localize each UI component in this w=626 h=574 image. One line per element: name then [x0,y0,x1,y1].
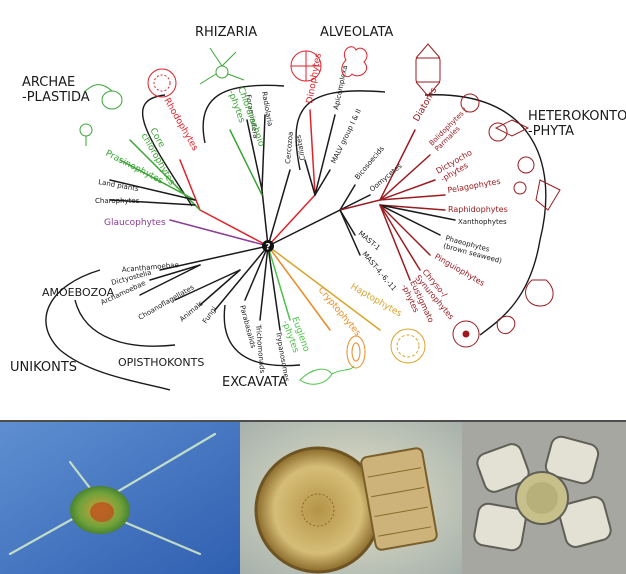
branch-archamoebae [139,264,201,296]
label-rhizaria: RHIZARIA [195,25,257,40]
label-dictyochophytes: Dictyocho-phytes [435,148,479,184]
dictyochophyte-photo-icon [0,422,240,574]
branch-euglenophytes [267,245,291,321]
opisthokonts-bracket [74,299,176,347]
branch-radiolaria [261,114,266,191]
label-apicomplexa: Apicomplexa [332,65,349,111]
branch-cercozoa [267,169,291,247]
micrograph-coccolithophore [462,422,626,574]
branch-mast-4 [339,209,361,256]
diatom-icon [460,93,561,211]
label-bolidophytes: Bolidophytes /Parmales [428,106,475,153]
organism-illustrations [79,43,561,385]
label-ciliates: Ciliates [295,134,307,161]
branch-dictyostelia [149,264,201,281]
branch-charophytes [109,199,196,206]
branch-parabasalids [244,245,269,301]
radiolarian-icon [199,47,245,85]
branch-animals [199,269,241,306]
label-trichomonads: Trichomonads [254,323,266,373]
branch-choanoflagellates [174,269,241,301]
branch-raphidophytes [379,204,446,211]
label-raphidophytes: Raphidophytes [448,205,508,214]
micrograph-dictyochophyte [0,422,240,574]
section-divider [0,420,626,422]
branch-haptophytes [267,245,381,331]
branch-chrysophytes [379,204,421,271]
branch-mal-group [314,169,331,196]
label-alveolata: ALVEOLATA [320,25,393,40]
label-xanthophytes: Xanthophytes [458,218,507,226]
branch-pinguiophytes [379,204,431,256]
label-opisthokonts: OPISTHOKONTS [118,356,204,369]
branch-trypanosomes [267,245,281,331]
branch-xanthophytes [379,204,456,221]
euglena-icon [299,365,355,385]
label-rhodophytes: Rhodophytes [161,97,199,154]
dinoflagellate-icon [290,50,322,82]
rhizaria-bracket [202,84,285,144]
excavata-bracket [223,304,301,367]
alga-cell-icon [79,84,123,146]
label-fungi: Fungi [201,305,218,325]
label-diatoms: Diatoms [412,86,440,124]
clade-brackets [45,84,547,391]
label-charophytes: Charophytes [95,197,140,205]
label-pelagophytes: Pelagophytes [447,177,501,195]
archaeplastida-bracket [141,94,193,207]
root-symbol: ? [265,243,270,253]
label-cercozoa: Cercozoa [284,131,295,164]
branch-eustigmatophytes [379,204,411,281]
branch-acanthamoebae [159,245,269,271]
label-mast-4: MAST-4,-6,-11 [360,250,397,292]
label-chlorarachniophytes: Chlorarachnio-phytes [226,86,267,152]
phylogenetic-tree: ? ARCHAE -PLASTIDA RHIZARIA ALVEOLATA HET… [10,25,626,391]
branch-fungi [214,245,269,311]
alga-cell-icon [147,68,177,98]
branch-apicomplexa [314,114,336,196]
branch-phaeophytes [379,204,441,236]
micrograph-diatoms [240,422,462,574]
supergroup-labels: ARCHAE -PLASTIDA RHIZARIA ALVEOLATA HETER… [10,25,626,390]
root-node [262,240,274,252]
coccolithophore-icon [390,328,426,364]
branch-ciliates [304,159,316,196]
diatom-icon [452,279,554,348]
tree-root: ? [262,240,274,253]
branch-chlorarachniophytes [229,129,263,196]
alveolata-bracket [295,90,386,171]
label-amoebozoa: AMOEBOZOA [42,286,115,299]
label-mast-1: MAST-1 [357,229,382,252]
branch-oomycetes [339,194,371,211]
label-archaeplastida: ARCHAE -PLASTIDA [22,75,90,105]
cryptophyte-icon [346,335,366,369]
branch-pelagophytes [379,194,446,201]
branch-prasinophytes [119,159,196,201]
diatom-photo-icon [240,422,462,574]
dinoflagellate-icon [341,46,368,78]
branch-dictyochophytes [379,179,436,201]
label-glaucophytes: Glaucophytes [104,218,166,228]
amoebozoa-bracket [45,269,171,391]
branch-glaucophytes [169,219,269,247]
coccolithophore-photo-icon [462,422,626,574]
heterokontophyta-bracket [424,94,547,336]
taxon-labels: Rhodophytes Corechlorophytes Prasinophyt… [95,52,508,382]
branch-land-plants [109,179,196,201]
label-radiolaria: Radiolaria [260,91,274,127]
branch-bolidophytes [379,154,431,201]
label-excavata: EXCAVATA [222,375,287,390]
label-unikonts: UNIKONTS [10,360,77,375]
branch-cryptophytes [267,245,331,331]
diatom-icon [415,43,441,97]
label-heterokontophyta: HETEROKONTO -PHYTA [528,109,626,139]
branch-trichomonads [259,245,269,321]
tree-branches [109,109,456,331]
label-land-plants: Land plants [98,178,140,193]
